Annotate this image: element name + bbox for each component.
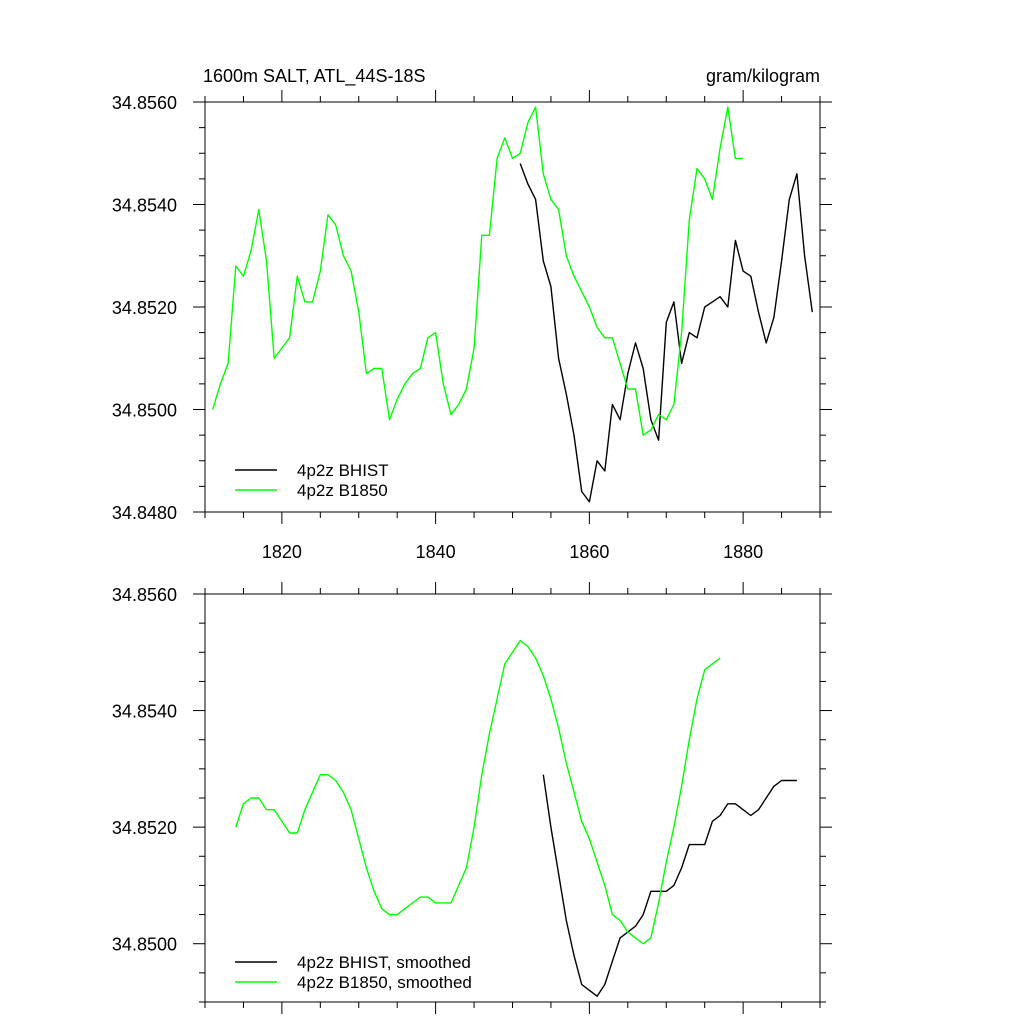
plot-frame [204,593,821,1003]
legend-label: 4p2z BHIST, smoothed [297,953,471,972]
y-tick-label: 34.8540 [112,702,177,722]
series-line-1 [212,106,744,436]
legend-label: 4p2z B1850, smoothed [297,973,472,992]
y-tick-label: 34.8540 [112,196,177,216]
legend-label: 4p2z BHIST [297,461,389,480]
x-tick-label: 1820 [262,542,302,562]
y-tick-label: 34.8520 [112,298,177,318]
chart-title: 1600m SALT, ATL_44S-18S [203,66,425,87]
y-tick-label: 34.8480 [112,503,177,523]
series-line-1 [235,639,721,945]
y-tick-label: 34.8500 [112,401,177,421]
top-panel: 1820 1840 1860 1880 34.8480 34.8500 34.8520 34.… [112,90,832,562]
series-line-0 [519,163,813,503]
x-tick-label: 1840 [416,542,456,562]
units-label: gram/kilogram [706,66,820,86]
series-line-0 [542,774,797,997]
legend-label: 4p2z B1850 [297,481,388,500]
bottom-panel: 34.8500 34.8520 34.8540 34.8560 4p2z BHIST, … [112,582,832,1014]
y-tick-label: 34.8560 [112,93,177,113]
y-tick-label: 34.8520 [112,818,177,838]
y-tick-label: 34.8500 [112,935,177,955]
y-tick-label: 34.8560 [112,585,177,605]
x-tick-label: 1860 [569,542,609,562]
x-tick-label: 1880 [723,542,763,562]
